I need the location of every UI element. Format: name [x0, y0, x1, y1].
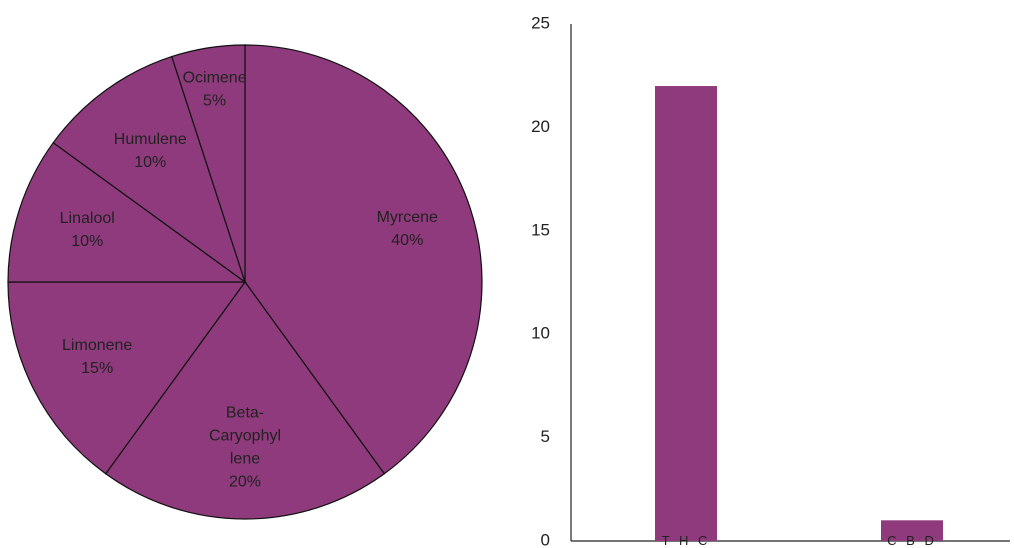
pie-slice-label: Humulene 10%	[114, 131, 187, 171]
pie-slice-label: Ocimene 5%	[183, 70, 247, 110]
bar-chart: 0 5 10 15 20 25 T H C C B D	[531, 13, 1010, 548]
pie-slice	[52, 55, 247, 284]
y-tick-label: 25	[531, 13, 550, 32]
y-tick-label: 0	[541, 530, 550, 548]
pie-slice	[244, 44, 483, 475]
bar	[655, 86, 717, 541]
pie-slice-label: Beta-Caryophyl lene 20%	[209, 405, 281, 491]
pie-slice-label: Myrcene 40%	[377, 209, 438, 249]
pie-slice-label: Linalool 10%	[60, 210, 115, 250]
pie-slice	[7, 281, 247, 475]
pie-slice	[7, 141, 247, 283]
pie-slice	[171, 44, 246, 283]
x-tick-label: T H C	[662, 533, 711, 548]
bar	[881, 520, 943, 541]
y-tick-label: 5	[541, 427, 550, 446]
x-tick-label: C B D	[887, 533, 937, 548]
pie-slice	[104, 280, 386, 520]
pie-chart: Myrcene 40% Beta-Caryophyl lene 20% Limonene 1…	[7, 44, 483, 520]
y-tick-label: 10	[531, 324, 550, 343]
y-tick-label: 15	[531, 220, 550, 239]
pie-slice-label: Limonene 15%	[62, 337, 132, 377]
y-tick-label: 20	[531, 117, 550, 136]
